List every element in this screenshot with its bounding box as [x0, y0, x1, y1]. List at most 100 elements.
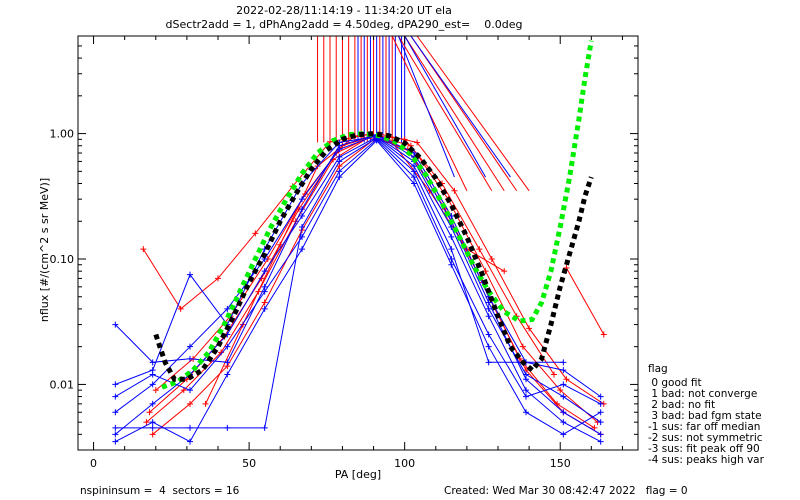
y-tick-label: 1.00 — [50, 128, 75, 141]
data-point — [597, 431, 604, 438]
legend-item: -4 sus: peaks high var — [648, 454, 765, 466]
data-point — [112, 424, 119, 431]
data-point — [187, 400, 193, 407]
data-point — [523, 393, 529, 400]
data-point — [261, 288, 268, 295]
series-line — [565, 267, 605, 335]
data-point — [215, 275, 221, 282]
data-point — [112, 438, 119, 445]
data-point — [560, 409, 567, 416]
legend-item: -1 sus: far off median — [648, 421, 760, 433]
data-point — [411, 174, 417, 181]
data-point — [411, 180, 417, 187]
data-point — [560, 419, 567, 426]
series-line — [115, 134, 601, 435]
legend-item: 2 bad: no fit — [648, 399, 715, 411]
data-point — [448, 213, 455, 220]
fit-curves — [153, 40, 594, 390]
data-point — [448, 261, 455, 268]
data-point — [180, 387, 187, 394]
data-point — [448, 233, 455, 240]
legend-item: 0 good fit — [648, 377, 702, 389]
spike-line — [397, 35, 455, 178]
data-point — [149, 371, 156, 378]
data-point — [501, 268, 508, 275]
series-line — [152, 136, 601, 435]
data-point — [187, 438, 193, 445]
data-point — [149, 419, 156, 426]
data-point — [336, 146, 343, 153]
data-point — [187, 271, 193, 278]
data-point — [187, 343, 193, 350]
data-point — [224, 424, 231, 431]
spike-line — [416, 35, 530, 192]
data-point — [112, 393, 119, 400]
data-point — [152, 387, 159, 394]
data-point — [414, 139, 421, 146]
data-point — [224, 305, 231, 312]
data-point — [143, 419, 150, 426]
data-point — [597, 438, 604, 445]
data-point — [485, 331, 492, 338]
data-point — [523, 387, 529, 394]
data-point — [597, 393, 604, 400]
data-point — [252, 230, 259, 237]
data-point — [485, 313, 492, 320]
data-point — [261, 305, 268, 312]
chart-subtitle: dSectr2add = 1, dPhAng2add = 4.50deg, dP… — [166, 18, 523, 31]
x-axis-label: PA [deg] — [335, 468, 381, 481]
data-point — [411, 168, 417, 175]
data-point — [523, 409, 529, 416]
data-point — [560, 431, 567, 438]
fit-curve — [153, 131, 594, 382]
data-point — [557, 387, 564, 394]
data-point — [327, 138, 333, 145]
data-point — [299, 206, 305, 213]
series-line — [142, 134, 555, 375]
legend-item: 1 bad: not converge — [648, 388, 757, 400]
data-point — [523, 376, 529, 383]
data-point — [224, 343, 231, 350]
data-point — [485, 359, 492, 366]
data-point — [560, 359, 567, 366]
data-point — [563, 376, 570, 383]
data-point — [261, 299, 268, 306]
data-point — [519, 343, 526, 350]
series-line — [115, 138, 601, 405]
spike-line — [398, 35, 493, 192]
data-point — [597, 400, 604, 407]
data-point — [476, 246, 483, 253]
data-point — [485, 305, 492, 312]
data-point — [149, 359, 156, 366]
data-point — [597, 409, 604, 416]
data-point — [451, 187, 458, 194]
x-tick-label: 100 — [394, 457, 415, 470]
data-point — [448, 246, 455, 253]
fit-curve — [161, 40, 594, 390]
data-point — [140, 246, 147, 253]
data-point — [299, 196, 305, 203]
data-point — [149, 431, 156, 438]
data-point — [336, 168, 343, 175]
data-point — [336, 158, 343, 165]
legend-item: 3 bad: bad fgm state — [648, 410, 762, 422]
x-tick-label: 150 — [550, 457, 571, 470]
footer-left: nspininsum = 4 sectors = 16 — [80, 485, 240, 497]
spike-line — [410, 35, 511, 178]
data-point — [202, 400, 209, 407]
data-point — [448, 223, 455, 230]
data-point — [149, 424, 156, 431]
legend-item: -3 sus: fit peak off 90 — [648, 443, 760, 455]
data-point — [299, 223, 305, 230]
data-point — [526, 325, 533, 332]
data-point — [488, 256, 495, 263]
legend-item: -2 sus: not symmetric — [648, 432, 763, 444]
data-point — [187, 387, 193, 394]
data-point — [299, 246, 305, 253]
data-point — [177, 305, 184, 312]
spike-line — [404, 35, 505, 192]
data-point — [112, 409, 119, 416]
series-line — [115, 139, 601, 443]
data-point — [149, 381, 156, 388]
